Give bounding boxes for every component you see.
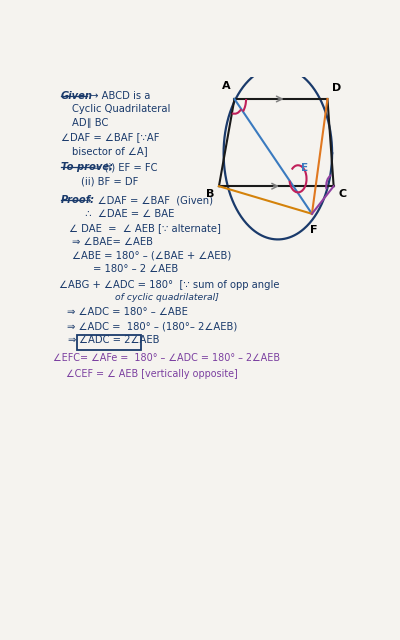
Text: ⇒ ∠BAE= ∠AEB: ⇒ ∠BAE= ∠AEB <box>72 237 153 247</box>
Text: ∠DAF = ∠BAF [∵AF: ∠DAF = ∠BAF [∵AF <box>61 132 159 142</box>
Text: → ABCD is a: → ABCD is a <box>86 91 150 100</box>
Text: B: B <box>206 189 214 198</box>
Text: AD∥ BC: AD∥ BC <box>72 118 108 128</box>
Text: A: A <box>222 81 231 91</box>
Bar <box>77 335 141 350</box>
Text: To prove:: To prove: <box>61 163 113 172</box>
Text: ⇒ ∠ADC =  180° – (180°– 2∠AEB): ⇒ ∠ADC = 180° – (180°– 2∠AEB) <box>67 321 237 331</box>
Text: C: C <box>338 189 346 198</box>
Text: ⇒ ∠ADC = 180° – ∠ABE: ⇒ ∠ADC = 180° – ∠ABE <box>67 307 188 317</box>
Text: ∠ABE = 180° – (∠BAE + ∠AEB): ∠ABE = 180° – (∠BAE + ∠AEB) <box>72 251 231 260</box>
Text: ∠EFC= ∠AFe =  180° – ∠ADC = 180° – 2∠AEB: ∠EFC= ∠AFe = 180° – ∠ADC = 180° – 2∠AEB <box>53 353 280 364</box>
Text: ⇒: ⇒ <box>67 335 76 345</box>
Text: ∠CEF = ∠ AEB [vertically opposite]: ∠CEF = ∠ AEB [vertically opposite] <box>66 369 237 379</box>
Text: Cyclic Quadrilateral: Cyclic Quadrilateral <box>72 104 170 115</box>
Text: bisector of ∠A]: bisector of ∠A] <box>72 146 147 156</box>
Text: of cyclic quadrilateral]: of cyclic quadrilateral] <box>115 292 219 301</box>
Text: Proof:: Proof: <box>61 195 95 205</box>
Text: →  ∠DAF = ∠BAF  (Given): → ∠DAF = ∠BAF (Given) <box>84 195 214 205</box>
Text: D: D <box>332 83 341 93</box>
Text: (ii) BF = DF: (ii) BF = DF <box>81 176 138 186</box>
Text: ∠ DAE  =  ∠ AEB [∵ alternate]: ∠ DAE = ∠ AEB [∵ alternate] <box>69 223 220 233</box>
Text: ∠ABG + ∠ADC = 180°  [∵ sum of opp angle: ∠ABG + ∠ADC = 180° [∵ sum of opp angle <box>59 280 280 290</box>
Text: ∠ADC = 2∠AEB: ∠ADC = 2∠AEB <box>80 335 160 345</box>
Text: ∴  ∠DAE = ∠ BAE: ∴ ∠DAE = ∠ BAE <box>80 209 175 220</box>
Text: ⇒ (i) EF = FC: ⇒ (i) EF = FC <box>93 163 157 172</box>
Text: E: E <box>301 163 308 173</box>
Text: Given: Given <box>61 91 93 100</box>
Text: = 180° – 2 ∠AEB: = 180° – 2 ∠AEB <box>94 264 179 275</box>
Text: F: F <box>310 225 317 235</box>
